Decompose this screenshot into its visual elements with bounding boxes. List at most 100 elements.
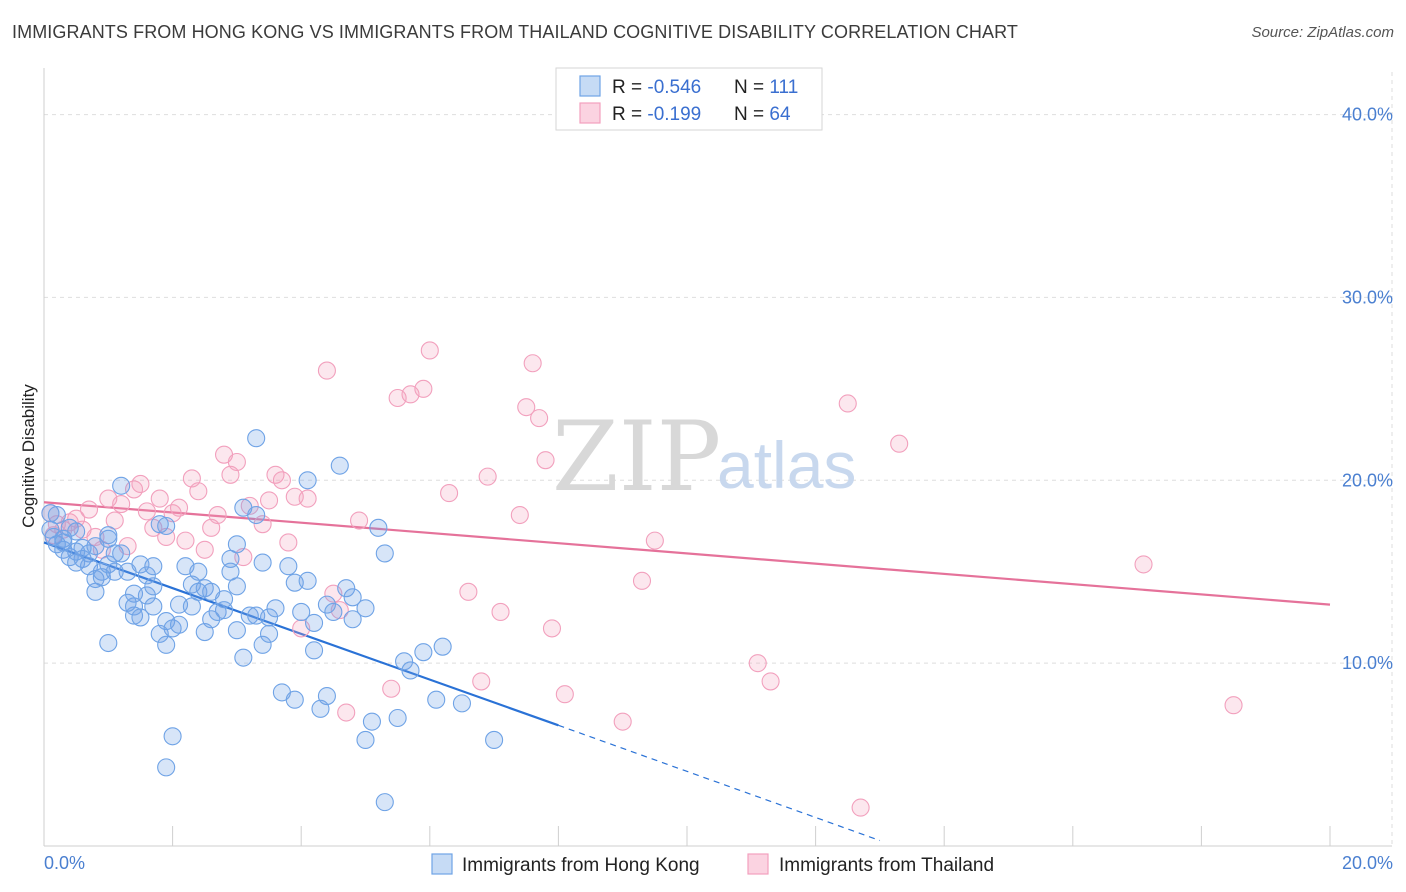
y-axis-title: Cognitive Disability bbox=[19, 384, 38, 528]
hong-kong-point bbox=[105, 544, 124, 563]
source-credit: Source: ZipAtlas.com bbox=[1251, 24, 1394, 41]
thailand-point bbox=[542, 619, 562, 638]
thailand-point bbox=[279, 533, 298, 552]
hong-kong-point bbox=[427, 690, 446, 709]
legend-n-value-2: 64 bbox=[769, 104, 791, 125]
thailand-point bbox=[613, 712, 632, 731]
hong-kong-point bbox=[375, 544, 394, 563]
hong-kong-point bbox=[227, 621, 246, 640]
thailand-point bbox=[208, 505, 227, 525]
watermark-zip: ZIP bbox=[552, 401, 721, 513]
hong-kong-point bbox=[214, 601, 234, 620]
hong-kong-point bbox=[240, 606, 259, 625]
hong-kong-point bbox=[227, 577, 246, 596]
thailand-point bbox=[472, 672, 491, 691]
thailand-point bbox=[337, 703, 356, 722]
bottom-legend-swatch-hong-kong bbox=[431, 853, 453, 875]
thailand-point bbox=[414, 379, 433, 398]
hong-kong-point bbox=[150, 515, 169, 534]
hong-kong-point bbox=[144, 577, 163, 596]
thailand-point bbox=[350, 511, 369, 530]
hong-kong-point bbox=[369, 518, 388, 537]
thailand-point bbox=[169, 498, 189, 517]
bottom-legend-label-thailand: Immigrants from Thailand bbox=[779, 855, 994, 876]
hong-kong-point bbox=[157, 516, 176, 536]
legend-n-label-1: N = bbox=[734, 77, 769, 98]
hong-kong-point bbox=[452, 694, 472, 713]
bottom-legend-swatch-thailand bbox=[747, 853, 769, 875]
hong-kong-point bbox=[388, 708, 407, 728]
x-tick-label: 20.0% bbox=[1342, 853, 1393, 873]
hong-kong-point bbox=[298, 571, 317, 590]
thailand-point bbox=[510, 505, 529, 525]
thailand-point bbox=[131, 474, 150, 493]
hong-kong-point bbox=[401, 661, 420, 680]
hong-kong-point bbox=[259, 624, 279, 643]
thailand-point bbox=[382, 679, 401, 698]
hong-kong-point bbox=[124, 597, 144, 616]
hong-kong-point bbox=[356, 599, 375, 618]
hong-kong-point bbox=[330, 456, 349, 475]
hong-kong-point bbox=[305, 641, 324, 660]
thailand-point bbox=[272, 471, 291, 490]
thailand-point bbox=[851, 798, 870, 817]
thailand-point bbox=[317, 361, 336, 380]
thailand-point bbox=[1224, 696, 1243, 715]
thailand-point bbox=[890, 434, 909, 453]
hong-kong-point bbox=[375, 793, 394, 812]
thailand-point bbox=[632, 571, 652, 590]
hong-kong-point bbox=[343, 588, 362, 607]
hong-kong-point bbox=[202, 610, 221, 629]
legend-r-label-1: R = bbox=[612, 77, 647, 98]
thailand-point bbox=[748, 654, 767, 673]
legend-swatch-hong-kong bbox=[579, 75, 601, 97]
hong-kong-point bbox=[247, 505, 266, 525]
hong-kong-point bbox=[112, 544, 131, 563]
legend-r-value-2: -0.199 bbox=[647, 104, 701, 125]
thailand-point bbox=[645, 531, 664, 550]
thailand-point bbox=[517, 398, 536, 417]
svg-text:N = 64: N = 64 bbox=[734, 104, 791, 125]
y-tick-label: 40.0% bbox=[1342, 105, 1393, 125]
thailand-point bbox=[491, 602, 510, 621]
hong-kong-point bbox=[112, 476, 131, 495]
thailand-point bbox=[189, 482, 208, 501]
thailand-point bbox=[253, 515, 272, 534]
thailand-point bbox=[555, 685, 574, 704]
bottom-legend-label-hong-kong: Immigrants from Hong Kong bbox=[462, 855, 700, 876]
thailand-point bbox=[137, 502, 156, 521]
legend-r-label-2: R = bbox=[612, 104, 647, 125]
hong-kong-point bbox=[227, 535, 246, 554]
watermark-atlas: atlas bbox=[717, 428, 856, 502]
legend-n-label-2: N = bbox=[734, 104, 769, 125]
hong-kong-point bbox=[169, 615, 189, 634]
hong-kong-point bbox=[266, 599, 285, 618]
hong-kong-point bbox=[189, 562, 208, 581]
watermark: ZIP atlas bbox=[552, 401, 856, 513]
thailand-point bbox=[150, 489, 169, 508]
thailand-point bbox=[176, 531, 195, 550]
hong-kong-trend-line-extension bbox=[558, 724, 881, 842]
svg-text:R = -0.546: R = -0.546 bbox=[612, 77, 701, 98]
hong-kong-point bbox=[137, 586, 156, 605]
legend-swatch-thailand bbox=[579, 102, 601, 124]
hong-kong-point bbox=[163, 727, 182, 746]
thailand-point bbox=[761, 672, 780, 691]
thailand-point bbox=[838, 394, 857, 413]
hong-kong-point bbox=[292, 602, 311, 621]
thailand-point bbox=[227, 452, 246, 472]
thailand-point bbox=[195, 540, 214, 559]
hong-kong-point bbox=[317, 687, 336, 706]
x-tick-label: 0.0% bbox=[44, 853, 85, 873]
thailand-point bbox=[440, 484, 459, 503]
hong-kong-point bbox=[485, 730, 504, 749]
hong-kong-point bbox=[414, 643, 433, 662]
hong-kong-point bbox=[298, 471, 317, 490]
hong-kong-point bbox=[157, 635, 176, 654]
chart-title: IMMIGRANTS FROM HONG KONG VS IMMIGRANTS … bbox=[12, 22, 1018, 42]
hong-kong-point bbox=[337, 579, 356, 598]
svg-text:R = -0.199: R = -0.199 bbox=[612, 104, 701, 125]
hong-kong-point bbox=[157, 758, 176, 777]
thailand-point bbox=[459, 582, 478, 601]
